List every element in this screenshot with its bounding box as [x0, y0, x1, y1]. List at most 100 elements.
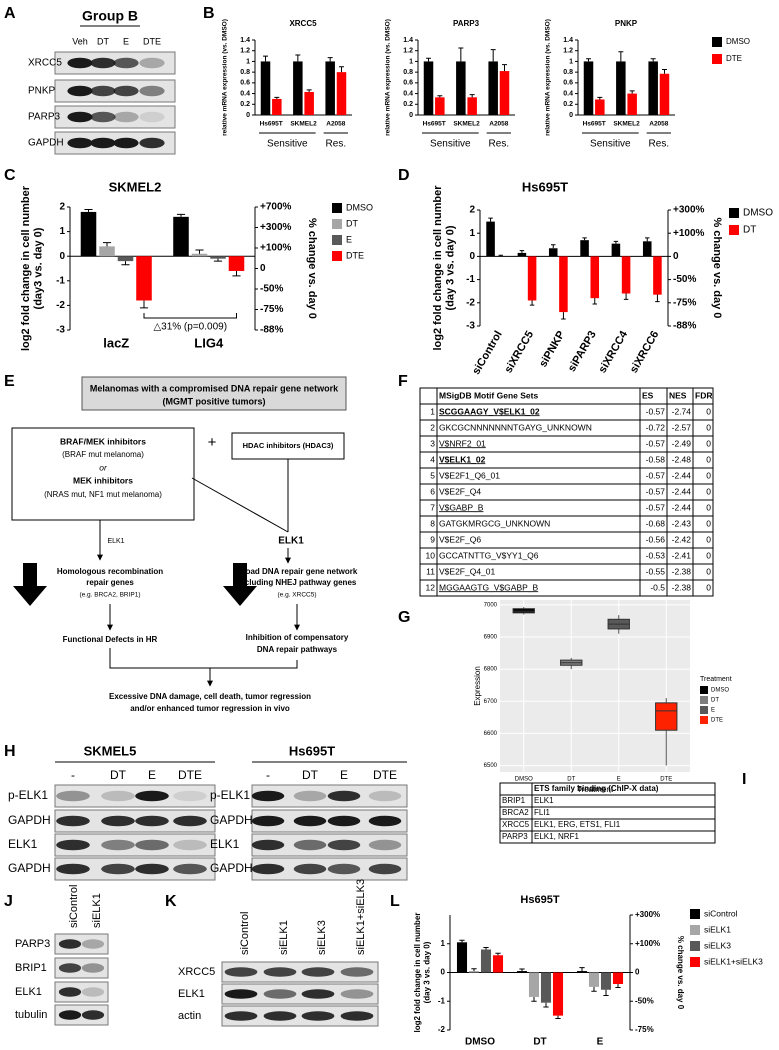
bracket: [143, 313, 237, 319]
panel-label: G: [398, 609, 410, 626]
legend-swatch: [700, 716, 708, 724]
y-tick-label: -1: [438, 996, 446, 1005]
row-label: GAPDH: [8, 813, 51, 827]
blot-band: [263, 967, 297, 977]
table-cell: -2.74: [672, 406, 692, 416]
table-cell: 0: [706, 406, 711, 416]
bar: [435, 97, 445, 115]
blot-band: [67, 111, 93, 123]
diagram-text: HDAC inhibitors (HDAC3): [243, 441, 334, 450]
table-cell: 3: [430, 438, 435, 448]
bar: [627, 93, 637, 115]
blot-band: [135, 790, 169, 802]
x-tick-label: siXRCC5: [502, 329, 536, 375]
diagram-text: Functional Defects in HR: [63, 635, 158, 644]
blot-band: [139, 85, 165, 97]
chart-title: PNKP: [615, 19, 638, 28]
diagram-text: MEK inhibitors: [73, 475, 133, 485]
panel-label: F: [398, 373, 408, 390]
y-tick-label: 1.2: [563, 48, 573, 55]
y-tick-label: 0: [59, 251, 65, 262]
error-bar: [327, 57, 333, 62]
bar: [99, 246, 115, 257]
blot-band: [139, 57, 165, 69]
row-label: XRCC5: [28, 58, 62, 69]
table-cell: 4: [430, 454, 435, 464]
error-bar: [459, 939, 465, 943]
group-label: Sensitive: [267, 139, 308, 150]
blot-band: [263, 989, 297, 999]
table-cell: 0: [706, 518, 711, 528]
error-bar: [274, 96, 280, 99]
table-cell: GATGKMRGCG_UNKNOWN: [439, 518, 550, 528]
bar: [191, 253, 208, 257]
bar: [517, 252, 527, 257]
row-label: PNKP: [28, 86, 56, 97]
legend-label: E: [346, 234, 352, 244]
table-header: MSigDB Motif Gene Sets: [439, 390, 538, 400]
blot-band: [101, 863, 135, 875]
legend-label: siELK3: [704, 940, 731, 950]
table-cell: V$E2F_Q4_01: [439, 566, 496, 576]
bar: [576, 971, 588, 973]
table-cell: 0: [706, 422, 711, 432]
error-bar: [592, 298, 597, 305]
diagram-text: ELK1: [107, 538, 124, 545]
x-tick-label: Hs695T: [423, 121, 446, 128]
y-tick-label: -2: [56, 300, 65, 311]
blot-band: [368, 839, 402, 851]
blot-band: [58, 987, 82, 997]
chart-title: SKMEL2: [109, 179, 162, 194]
diagram-text: (BRAF mut melanoma): [62, 450, 144, 459]
bar: [293, 61, 303, 115]
y-tick-label: -3: [466, 321, 475, 332]
table-cell: 0: [706, 470, 711, 480]
table-cell: -0.57: [646, 486, 666, 496]
row-label: actin: [178, 1010, 201, 1022]
legend-label: DMSO: [743, 208, 773, 219]
error-bar: [121, 261, 130, 266]
table-cell: ELK1, NRF1: [534, 832, 579, 841]
legend-label: siControl: [704, 908, 738, 918]
error-bar: [490, 49, 496, 62]
y-tick-label: 0: [409, 112, 413, 119]
y2-tick-label: +300%: [635, 910, 660, 919]
y-tick-label: 0: [469, 251, 475, 262]
blot-band: [327, 790, 361, 802]
table-cell: -2.49: [672, 438, 692, 448]
blot-band: [81, 963, 105, 973]
annotation: △31% (p=0.009): [153, 322, 227, 333]
y2-tick-label: +300%: [260, 222, 292, 233]
y-tick-label: 0: [441, 968, 446, 977]
bar: [325, 61, 335, 115]
legend-swatch: [332, 203, 342, 213]
y2-axis-label: % change vs. day 0: [676, 936, 685, 1010]
y-tick-label: 0.4: [240, 90, 250, 97]
legend-swatch: [332, 251, 342, 261]
table-cell: V$E2F_Q4: [439, 486, 481, 496]
y-axis-label: log2 fold change in cell number: [413, 912, 422, 1032]
legend-label: E: [711, 708, 715, 714]
diagram-text: ELK1: [278, 536, 304, 547]
table-cell: -2.42: [672, 534, 692, 544]
y2-tick-label: -50%: [635, 996, 654, 1005]
x-tick-label: siPARP3: [566, 329, 599, 374]
y-tick-label: 0.4: [403, 90, 413, 97]
panel-label: I: [742, 771, 746, 788]
x-axis-label: Treatment: [577, 785, 614, 794]
y2-tick-label: 0: [635, 968, 640, 977]
lane-label: siControl: [239, 912, 251, 955]
blot-title: Hs695T: [289, 743, 335, 758]
blot-band: [301, 967, 335, 977]
x-tick-label: DT: [567, 777, 575, 783]
y-tick-label: -2: [438, 1025, 446, 1034]
table-border: [499, 782, 716, 844]
error-bar: [591, 986, 597, 992]
bar: [173, 216, 189, 257]
legend-label: DTE: [346, 250, 364, 260]
bar: [612, 972, 624, 984]
bar: [595, 99, 605, 115]
y-axis-label: log2 fold change in cell number: [432, 185, 444, 351]
blot-band: [67, 85, 93, 97]
group-label: Res.: [326, 139, 347, 150]
